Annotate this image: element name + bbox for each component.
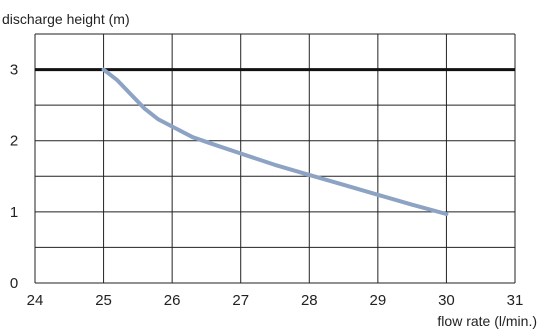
x-axis-label: flow rate (l/min.) [437, 313, 537, 329]
x-tick-label-28: 28 [301, 292, 318, 309]
y-axis-label: discharge height (m) [2, 11, 130, 27]
x-tick-label-24: 24 [27, 292, 44, 309]
tick-labels: 24 25 26 27 28 29 30 31 0 1 2 3 [10, 62, 524, 309]
series-line-0 [101, 67, 449, 216]
y-tick-label-1: 1 [10, 204, 18, 221]
y-tick-label-0: 0 [10, 275, 18, 292]
x-tick-label-26: 26 [164, 292, 181, 309]
x-tick-label-30: 30 [438, 292, 455, 309]
x-tick-label-29: 29 [370, 292, 387, 309]
grid [34, 33, 516, 284]
y-tick-label-2: 2 [10, 133, 18, 150]
y-tick-label-3: 3 [10, 62, 18, 79]
series-group [101, 67, 449, 216]
x-tick-label-25: 25 [95, 292, 112, 309]
x-tick-label-27: 27 [232, 292, 249, 309]
x-tick-label-31: 31 [507, 292, 524, 309]
